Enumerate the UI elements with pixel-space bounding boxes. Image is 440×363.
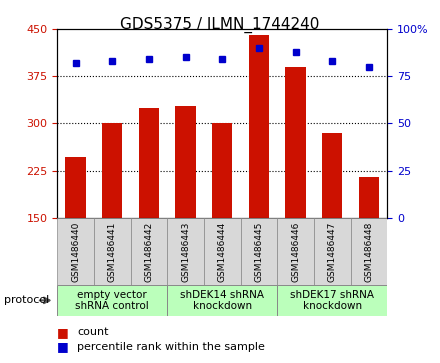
- Text: GSM1486446: GSM1486446: [291, 221, 300, 282]
- Text: GSM1486448: GSM1486448: [364, 221, 374, 282]
- Text: protocol: protocol: [4, 295, 50, 305]
- Bar: [359, 177, 379, 218]
- Bar: [102, 123, 122, 218]
- Bar: [57, 218, 94, 285]
- Bar: [322, 133, 342, 218]
- Bar: [314, 218, 351, 285]
- Text: count: count: [77, 327, 109, 337]
- Text: GSM1486447: GSM1486447: [328, 221, 337, 282]
- Text: GSM1486443: GSM1486443: [181, 221, 190, 282]
- Bar: [212, 123, 232, 218]
- Bar: [167, 285, 277, 316]
- Bar: [241, 218, 277, 285]
- Bar: [277, 218, 314, 285]
- Bar: [249, 35, 269, 218]
- Text: GSM1486440: GSM1486440: [71, 221, 80, 282]
- Bar: [204, 218, 241, 285]
- Bar: [139, 108, 159, 218]
- Text: empty vector
shRNA control: empty vector shRNA control: [75, 290, 149, 311]
- Bar: [351, 218, 387, 285]
- Bar: [167, 218, 204, 285]
- Bar: [57, 285, 167, 316]
- Text: GSM1486444: GSM1486444: [218, 221, 227, 281]
- Text: GDS5375 / ILMN_1744240: GDS5375 / ILMN_1744240: [120, 16, 320, 33]
- Text: ■: ■: [57, 326, 69, 339]
- Bar: [94, 218, 131, 285]
- Bar: [176, 106, 196, 218]
- Text: GSM1486441: GSM1486441: [108, 221, 117, 282]
- Bar: [131, 218, 167, 285]
- Bar: [66, 157, 86, 218]
- Text: shDEK14 shRNA
knockdown: shDEK14 shRNA knockdown: [180, 290, 264, 311]
- Text: GSM1486445: GSM1486445: [254, 221, 264, 282]
- Text: GSM1486442: GSM1486442: [144, 221, 154, 281]
- Text: ■: ■: [57, 340, 69, 353]
- Text: shDEK17 shRNA
knockdown: shDEK17 shRNA knockdown: [290, 290, 374, 311]
- Text: percentile rank within the sample: percentile rank within the sample: [77, 342, 265, 352]
- Bar: [277, 285, 387, 316]
- Bar: [286, 67, 306, 218]
